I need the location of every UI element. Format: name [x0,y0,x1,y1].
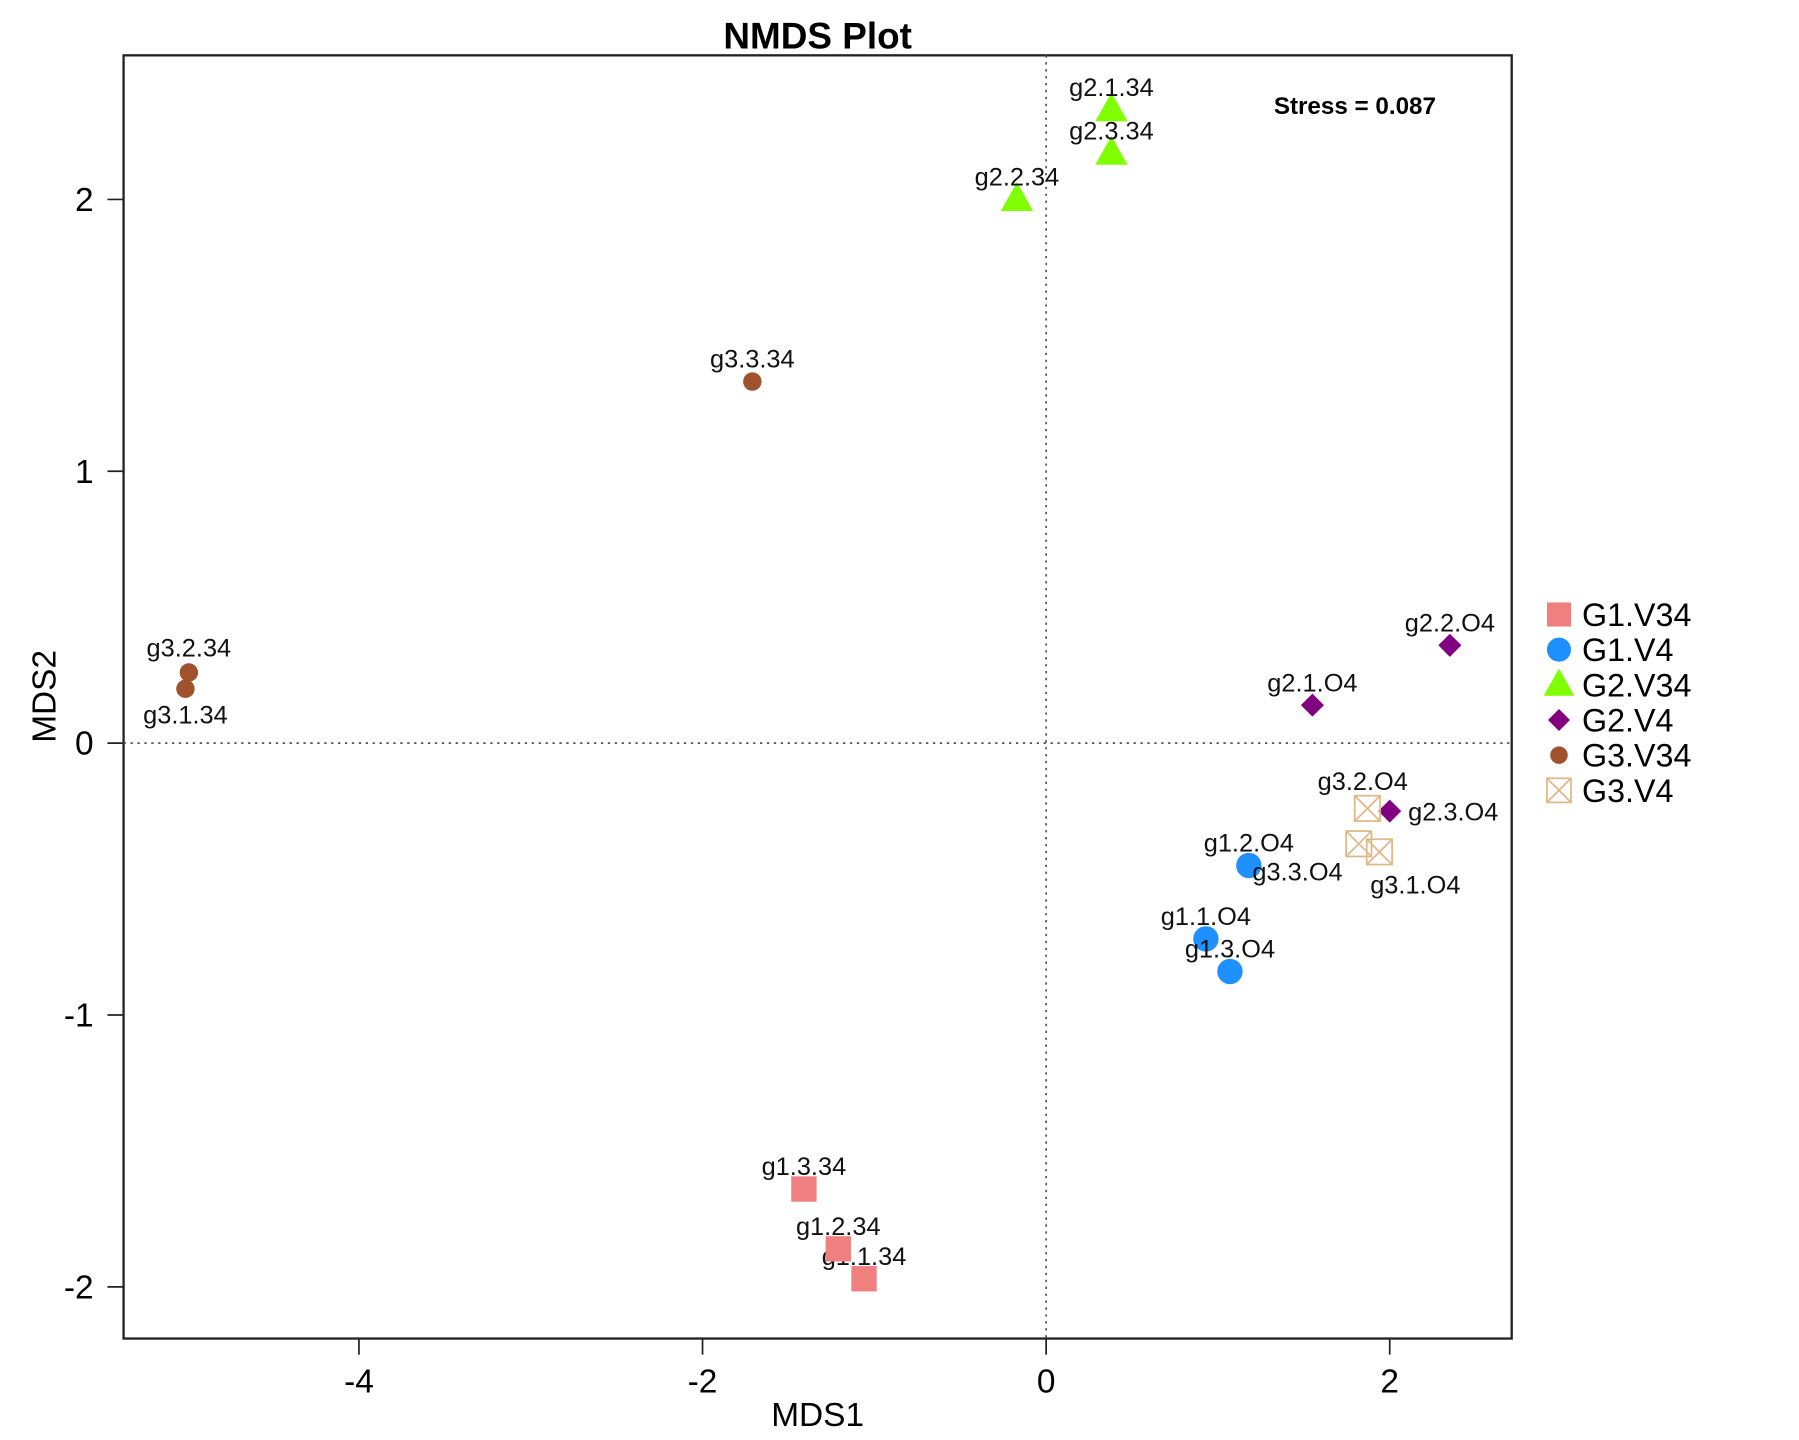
legend-entry: G3.V4 [1582,773,1673,809]
box [1353,794,1381,822]
point-label: g2.2.34 [975,164,1060,192]
y-tick-label: 0 [75,726,94,763]
x-tick-label: 2 [1380,1364,1399,1401]
point-label: g3.3.34 [710,346,795,374]
point-diamond [1548,709,1570,731]
point-label: g1.1.O4 [1161,903,1251,931]
legend-entry: G1.V4 [1582,632,1673,668]
point-label: g1.2.O4 [1204,830,1294,858]
point-circle [176,679,195,699]
point-label: g2.2.O4 [1405,609,1495,637]
point-triangle [1543,668,1575,696]
point-circle [1550,746,1568,764]
cross [1345,830,1373,858]
legend-entry: G1.V34 [1582,597,1691,633]
x-axis-label: MDS1 [771,1397,864,1434]
point-triangle [1095,92,1128,122]
point-square [825,1236,851,1262]
point-circle [1193,926,1219,952]
point-label: g2.1.O4 [1267,669,1357,697]
y-tick-label: 2 [75,182,94,219]
point-diamond [1438,633,1462,657]
y-tick-label: -1 [64,998,94,1035]
point-circle [179,663,199,682]
point-label: g2.1.34 [1069,74,1154,102]
point-triangle [1000,182,1034,211]
box [1345,830,1373,858]
box [1546,777,1572,804]
x-tick-label: -4 [344,1364,374,1401]
point-boxed-x [1353,794,1381,822]
y-tick-label: 1 [75,454,94,491]
x-tick-label: 0 [1037,1364,1056,1401]
chart-title: NMDS Plot [723,15,911,56]
legend-entry: G2.V4 [1582,703,1673,739]
point-label: g2.3.O4 [1408,798,1498,826]
point-label: g3.2.34 [147,634,232,662]
point-triangle [1095,135,1128,165]
legend-entry: G2.V34 [1582,667,1691,703]
point-label: g1.3.34 [762,1153,847,1181]
legend-entry: G3.V34 [1582,738,1691,774]
y-tick-label: -2 [64,1269,94,1306]
point-label: g3.1.O4 [1370,871,1460,899]
stress-annotation: Stress = 0.087 [1274,93,1436,120]
point-label: g3.2.O4 [1318,768,1408,796]
cross [1354,795,1381,822]
point-label: g1.2.34 [796,1213,881,1241]
point-square [851,1266,877,1292]
point-circle [743,372,762,391]
point-boxed-x [1345,830,1373,858]
point-boxed-x [1546,777,1572,804]
point-diamond [1300,693,1324,717]
plot-frame [122,54,1513,1340]
cross [1366,838,1393,866]
point-label: g2.3.34 [1069,117,1154,145]
point-diamond [1378,799,1402,823]
point-square [1546,602,1572,627]
point-circle [1217,958,1243,985]
point-boxed-x [1365,838,1393,866]
point-label: g1.3.O4 [1185,936,1275,964]
point-circle [1236,852,1262,879]
cross [1546,777,1572,803]
point-square [791,1176,817,1202]
point-circle [1546,637,1572,662]
point-label: g3.1.34 [143,701,228,729]
x-tick-label: -2 [688,1364,718,1401]
y-axis-label: MDS2 [27,650,64,743]
point-label: g3.3.O4 [1252,859,1342,887]
